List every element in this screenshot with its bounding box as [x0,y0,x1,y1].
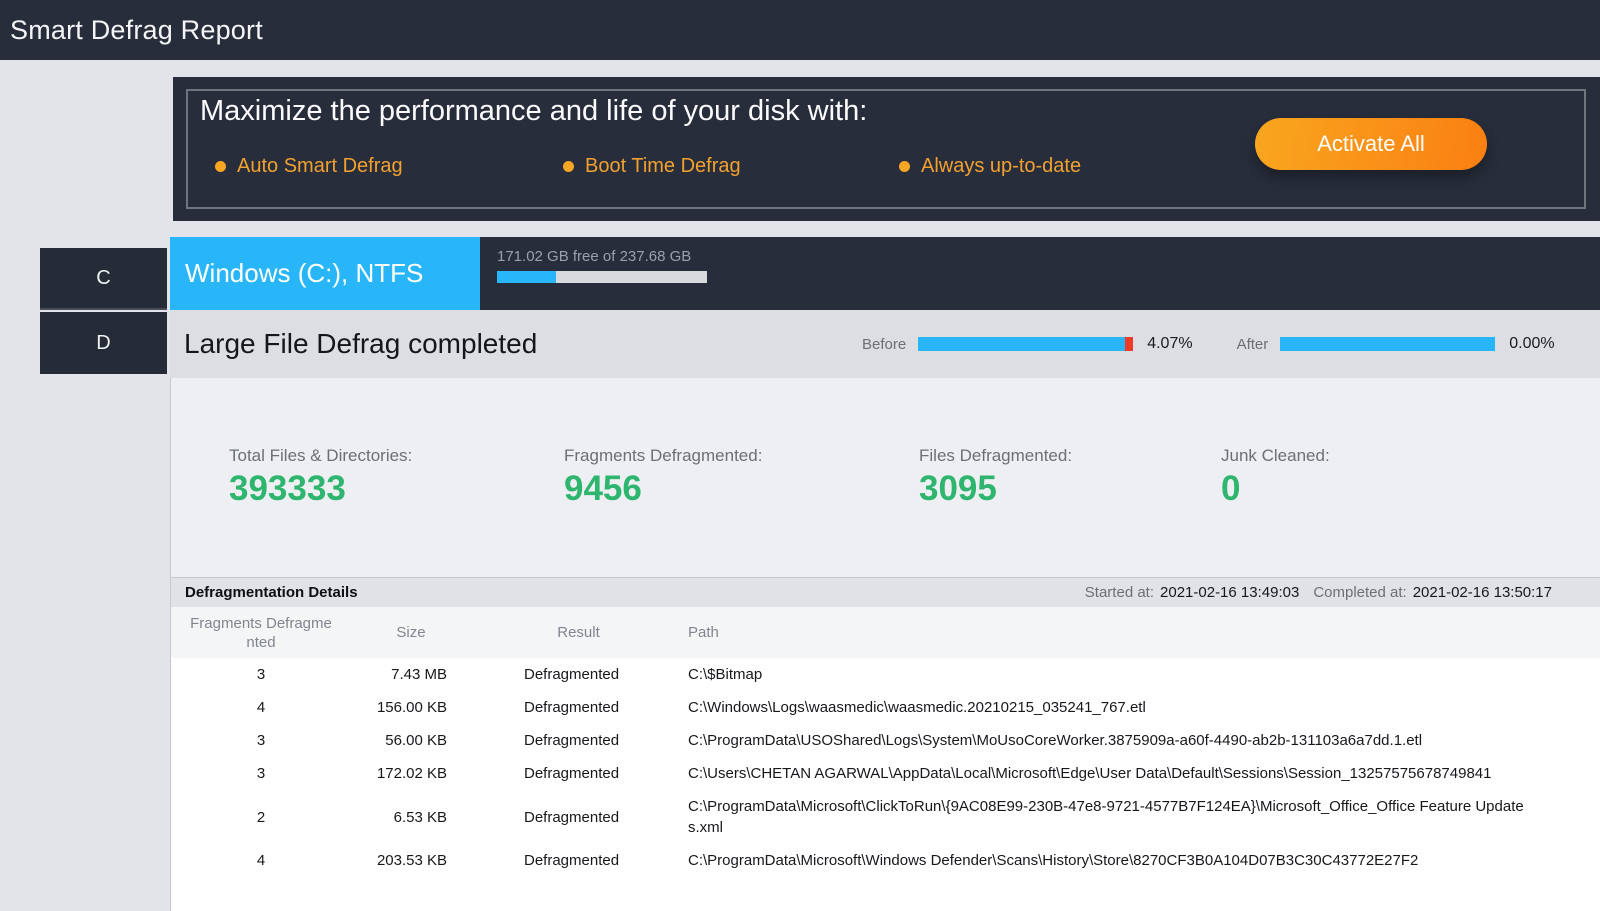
drive-tab-c[interactable]: C [40,248,167,310]
cell-result: Defragmented [524,666,620,683]
completed-at: Completed at: 2021-02-16 13:50:17 [1313,584,1552,601]
defrag-details-table: Fragments Defragmented Size Result Path … [170,607,1600,911]
column-header-fragments: Fragments Defragmented [190,614,332,651]
cell-path: C:\Windows\Logs\waasmedic\waasmedic.2021… [688,699,1146,716]
before-bar-red [1124,337,1134,351]
free-space-indicator: 171.02 GB free of 237.68 GB [497,248,707,283]
cell-size: 6.53 KB [393,808,447,826]
started-value: 2021-02-16 13:49:03 [1160,584,1300,601]
cell-path: C:\Users\CHETAN AGARWAL\AppData\Local\Mi… [688,765,1492,782]
cell-fragments: 3 [256,765,266,782]
bullet-icon [563,161,574,172]
status-title: Large File Defrag completed [184,328,538,359]
table-row: 4 156.00 KB Defragmented C:\Windows\Logs… [171,691,1600,724]
bullet-icon [899,161,910,172]
cell-result: Defragmented [524,699,620,716]
details-header-bar: Defragmentation Details Started at: 2021… [170,577,1600,607]
table-row: 4 203.53 KB Defragmented C:\ProgramData\… [171,844,1600,877]
stat-value: 0 [1221,469,1241,508]
stat-value: 9456 [564,469,642,508]
stat-label: Junk Cleaned: [1221,446,1330,465]
cell-fragments: 3 [256,666,266,683]
cell-fragments: 4 [256,852,266,869]
stat-files-defragmented: Files Defragmented: 3095 [919,446,1072,509]
stat-value: 393333 [229,469,346,508]
column-header-result: Result [557,624,600,641]
cell-path: C:\ProgramData\Microsoft\ClickToRun\{9AC… [688,798,1524,836]
cell-size: 203.53 KB [376,852,447,869]
stat-label: Fragments Defragmented: [564,446,763,465]
cell-fragments: 4 [256,699,266,716]
promo-banner-border [186,89,1586,209]
cell-result: Defragmented [524,808,620,826]
table-body: 3 7.43 MB Defragmented C:\$Bitmap 4 156.… [171,658,1600,877]
drive-tab-d[interactable]: D [40,312,167,374]
before-label: Before [862,335,907,353]
title-bar: Smart Defrag Report [0,0,1600,60]
free-space-bar-fill [497,271,556,283]
cell-result: Defragmented [524,852,620,869]
cell-size: 7.43 MB [391,666,447,683]
stat-label: Total Files & Directories: [229,446,413,465]
free-space-text: 171.02 GB free of 237.68 GB [497,248,692,265]
after-label: After [1236,335,1269,353]
drive-name-tab[interactable]: Windows (C:), NTFS [170,237,480,310]
after-value: 0.00% [1509,335,1555,352]
cell-result: Defragmented [524,732,620,749]
stat-fragments-defragmented: Fragments Defragmented: 9456 [564,446,762,509]
page-title: Smart Defrag Report [10,14,263,45]
completed-value: 2021-02-16 13:50:17 [1412,584,1552,601]
activate-all-button[interactable]: Activate All [1255,118,1487,170]
completed-label: Completed at: [1313,584,1407,601]
cell-size: 172.02 KB [376,765,447,782]
promo-banner: Maximize the performance and life of you… [173,77,1600,221]
stat-junk-cleaned: Junk Cleaned: 0 [1221,446,1330,509]
table-row: 3 7.43 MB Defragmented C:\$Bitmap [171,658,1600,691]
feature-label: Auto Smart Defrag [237,155,403,177]
cell-fragments: 2 [256,808,266,826]
drive-header-row: Windows (C:), NTFS 171.02 GB free of 237… [170,237,1600,310]
stats-section: Total Files & Directories: 393333 Fragme… [170,378,1600,577]
before-value: 4.07% [1147,335,1193,352]
fragmentation-comparison: Before 4.07% After 0.00% [862,310,1555,378]
table-row: 3 56.00 KB Defragmented C:\ProgramData\U… [171,724,1600,757]
after-bar [1280,337,1496,351]
cell-path: C:\ProgramData\Microsoft\Windows Defende… [688,852,1419,869]
stat-value: 3095 [919,469,997,508]
before-bar-blue [918,337,1125,351]
column-header-path: Path [688,624,719,641]
stat-total-files: Total Files & Directories: 393333 [229,446,412,509]
cell-result: Defragmented [524,765,620,782]
cell-size: 56.00 KB [385,732,447,749]
status-row: Large File Defrag completed Before 4.07%… [170,310,1600,378]
cell-size: 156.00 KB [376,699,447,716]
promo-headline: Maximize the performance and life of you… [200,95,868,127]
feature-label: Always up-to-date [921,155,1082,177]
cell-fragments: 3 [256,732,266,749]
cell-path: C:\ProgramData\USOShared\Logs\System\MoU… [688,732,1423,749]
before-bar [918,337,1134,351]
feature-boot-time-defrag: Boot Time Defrag [563,155,741,178]
details-title: Defragmentation Details [185,584,358,601]
feature-label: Boot Time Defrag [585,155,741,177]
column-header-size: Size [396,624,426,641]
details-timestamps: Started at: 2021-02-16 13:49:03 Complete… [1085,584,1552,601]
table-row: 2 6.53 KB Defragmented C:\ProgramData\Mi… [171,790,1600,844]
free-space-bar [497,271,707,283]
feature-always-up-to-date: Always up-to-date [899,155,1081,178]
bullet-icon [215,161,226,172]
feature-auto-smart-defrag: Auto Smart Defrag [215,155,403,178]
started-label: Started at: [1084,584,1155,601]
table-header-row: Fragments Defragmented Size Result Path [171,607,1600,658]
started-at: Started at: 2021-02-16 13:49:03 [1085,584,1300,601]
table-row: 3 172.02 KB Defragmented C:\Users\CHETAN… [171,757,1600,790]
promo-feature-list: Auto Smart Defrag Boot Time Defrag Alway… [173,155,1600,181]
stat-label: Files Defragmented: [919,446,1073,465]
cell-path: C:\$Bitmap [688,666,763,683]
